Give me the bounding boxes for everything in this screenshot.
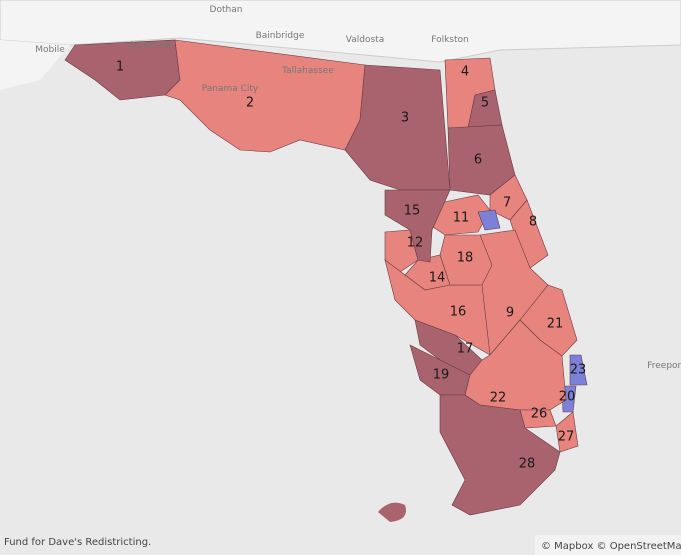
district-label: 6 xyxy=(474,153,482,168)
district-label: 17 xyxy=(457,342,474,357)
district-label: 4 xyxy=(461,65,469,80)
place-label: Crestview xyxy=(128,41,172,51)
place-label: Bainbridge xyxy=(256,31,305,41)
place-label: Dothan xyxy=(210,5,243,15)
district-label: 2 xyxy=(246,96,254,111)
district-label: 9 xyxy=(506,306,514,321)
district xyxy=(384,259,491,356)
place-label: Valdosta xyxy=(346,35,384,45)
district-label: 3 xyxy=(401,111,409,126)
district xyxy=(555,411,579,453)
district-label: 23 xyxy=(570,363,587,378)
attribution-bg xyxy=(535,535,681,555)
place-label: Tallahassee xyxy=(281,66,334,76)
district-label: 21 xyxy=(547,317,564,332)
district-label: 19 xyxy=(433,368,450,383)
district-label: 5 xyxy=(481,96,489,111)
place-label: Folkston xyxy=(431,35,469,45)
district-label: 20 xyxy=(559,390,576,405)
place-label: Freeport xyxy=(647,361,681,371)
district-label: 8 xyxy=(529,215,537,230)
district-label: 22 xyxy=(490,391,507,406)
district xyxy=(464,319,567,411)
district-label: 7 xyxy=(503,196,511,211)
district-label: 15 xyxy=(404,204,421,219)
district xyxy=(384,189,451,263)
district-label: 26 xyxy=(531,407,548,422)
district xyxy=(439,234,493,286)
place-label: Mobile xyxy=(35,45,65,55)
district-label: 11 xyxy=(453,211,470,226)
district-label: 28 xyxy=(519,457,536,472)
footer-credit: Fund for Dave's Redistricting. xyxy=(4,537,151,548)
district-label: 18 xyxy=(457,251,474,266)
district-label: 16 xyxy=(450,305,467,320)
district-label: 12 xyxy=(407,236,424,251)
district-label: 14 xyxy=(429,271,446,286)
footer-attribution: © Mapbox © OpenStreetMap Im xyxy=(541,541,681,552)
land-west xyxy=(0,40,70,90)
district-label: 27 xyxy=(558,430,575,445)
place-label: Panama City xyxy=(202,84,259,94)
district xyxy=(384,229,419,273)
district-blue xyxy=(477,209,501,231)
district xyxy=(569,354,588,386)
district-label: 1 xyxy=(116,60,124,75)
island xyxy=(378,502,406,522)
district xyxy=(439,394,561,516)
